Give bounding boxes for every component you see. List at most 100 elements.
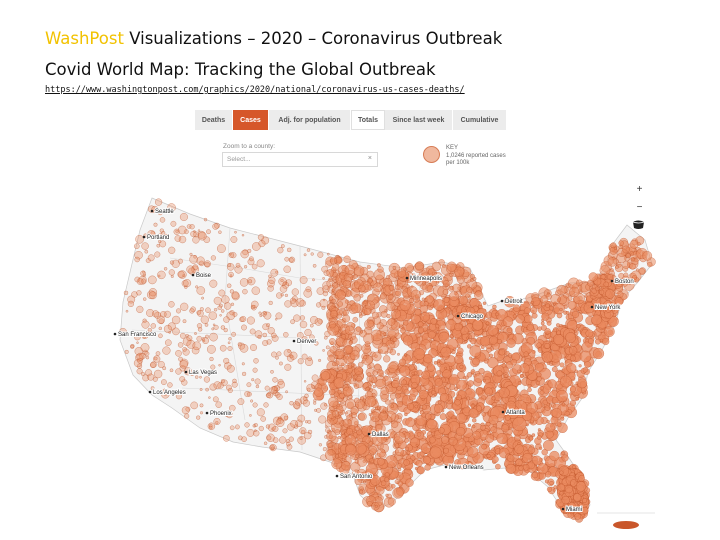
- county-bubble: [411, 371, 415, 376]
- county-bubble: [145, 355, 150, 360]
- tab-cumulative[interactable]: Cumulative: [453, 110, 507, 130]
- county-bubble: [376, 448, 386, 458]
- zoom-in-button[interactable]: +: [631, 181, 648, 198]
- county-bubble: [468, 408, 479, 419]
- county-bubble: [249, 328, 256, 335]
- county-bubble: [342, 280, 351, 289]
- county-bubble: [246, 316, 255, 325]
- county-bubble: [541, 312, 550, 321]
- county-bubble: [286, 441, 291, 447]
- city-label: Las Vegas: [189, 370, 217, 376]
- county-bubble: [189, 224, 195, 230]
- county-bubble: [292, 401, 301, 409]
- county-bubble: [519, 374, 524, 379]
- county-bubble: [223, 357, 230, 364]
- county-bubble: [299, 315, 305, 321]
- county-bubble: [136, 290, 142, 296]
- county-bubble: [279, 285, 288, 293]
- county-bubble: [368, 445, 377, 455]
- county-bubble: [208, 423, 213, 428]
- tab-adj-for-population[interactable]: Adj. for population: [269, 110, 351, 130]
- county-bubble: [578, 364, 582, 368]
- county-bubble: [564, 411, 570, 416]
- zoom-out-button[interactable]: −: [631, 199, 648, 216]
- county-bubble: [227, 341, 231, 345]
- county-bubble: [157, 274, 161, 278]
- county-bubble: [360, 330, 363, 334]
- county-bubble: [345, 444, 357, 456]
- county-bubble: [517, 369, 521, 374]
- county-bubble: [390, 483, 396, 489]
- county-bubble: [566, 363, 577, 374]
- county-bubble: [251, 263, 258, 270]
- county-bubble: [478, 368, 485, 375]
- county-bubble: [314, 408, 318, 412]
- county-bubble: [134, 276, 141, 283]
- county-bubble: [514, 444, 524, 454]
- county-bubble: [354, 397, 360, 404]
- county-bubble: [574, 513, 581, 520]
- county-bubble: [424, 464, 431, 471]
- county-bubble: [485, 434, 495, 443]
- county-bubble: [168, 301, 175, 308]
- county-bubble: [229, 274, 233, 277]
- county-bubble: [365, 387, 370, 392]
- county-bubble: [157, 209, 163, 216]
- county-bubble: [268, 300, 273, 305]
- county-bubble: [569, 399, 576, 407]
- tab-cases[interactable]: Cases: [233, 110, 269, 130]
- county-bubble: [293, 314, 301, 322]
- county-bubble: [363, 333, 374, 344]
- county-bubble: [355, 443, 367, 455]
- tab-since-last-week[interactable]: Since last week: [385, 110, 453, 130]
- county-bubble: [241, 324, 247, 331]
- county-bubble: [189, 308, 195, 314]
- county-bubble: [125, 309, 129, 313]
- county-bubble: [230, 302, 235, 306]
- county-bubble: [212, 396, 219, 403]
- source-link[interactable]: https://www.washingtonpost.com/graphics/…: [45, 85, 465, 95]
- county-bubble: [252, 402, 258, 408]
- county-bubble: [213, 296, 222, 305]
- county-bubble: [535, 380, 541, 386]
- county-bubble: [193, 255, 197, 259]
- county-bubble: [399, 299, 411, 311]
- county-bubble: [491, 396, 496, 401]
- county-bubble: [502, 360, 506, 364]
- county-bubble: [250, 399, 254, 403]
- county-bubble: [276, 351, 282, 357]
- county-bubble: [395, 393, 401, 399]
- key-line2: per 100k: [446, 160, 470, 166]
- county-bubble: [201, 296, 204, 300]
- county-bubble: [595, 335, 599, 340]
- county-bubble: [532, 455, 542, 466]
- county-bubble: [322, 447, 327, 452]
- county-bubble: [265, 392, 272, 398]
- county-bubble: [276, 393, 283, 400]
- county-bubble: [266, 323, 271, 328]
- county-bubble: [355, 454, 359, 459]
- county-bubble: [287, 349, 291, 353]
- tab-totals[interactable]: Totals: [351, 110, 385, 130]
- county-bubble: [512, 333, 524, 345]
- county-bubble: [603, 326, 615, 337]
- county-bubble: [421, 412, 426, 418]
- county-bubble: [235, 262, 241, 268]
- county-bubble: [421, 404, 427, 410]
- shading-toggle-icon[interactable]: [632, 218, 645, 231]
- county-bubble: [162, 366, 167, 371]
- county-bubble: [378, 411, 388, 422]
- county-bubble: [185, 406, 191, 412]
- county-bubble: [247, 391, 252, 397]
- county-bubble: [425, 295, 434, 304]
- county-bubble: [389, 349, 396, 356]
- county-bubble: [223, 435, 230, 442]
- county-bubble: [240, 249, 249, 259]
- county-bubble: [290, 420, 298, 428]
- county-bubble: [495, 463, 501, 470]
- tab-deaths[interactable]: Deaths: [195, 110, 233, 130]
- county-bubble: [419, 304, 428, 313]
- county-select[interactable]: Select... ×: [222, 152, 378, 167]
- county-bubble: [158, 239, 162, 244]
